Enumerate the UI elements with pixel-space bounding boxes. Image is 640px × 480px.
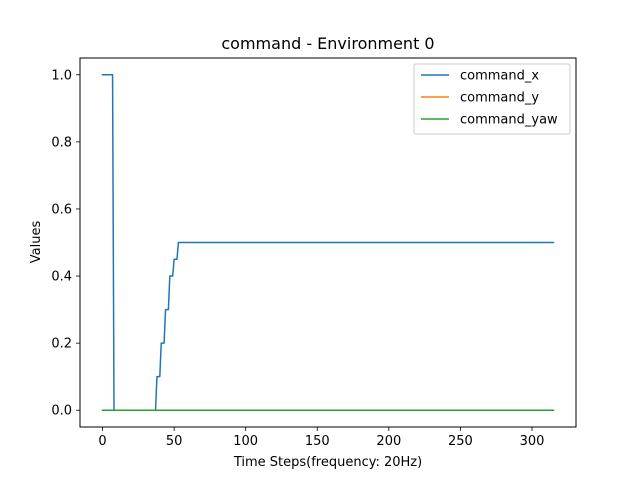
- legend-box: [413, 63, 571, 135]
- y-axis-ticks: 0.0 0.2 0.4 0.6 0.8 1.0: [51, 68, 80, 419]
- legend-label-command_x: command_x: [460, 69, 539, 84]
- y-tick-label: 0.0: [51, 404, 72, 419]
- legend-label-command_yaw: command_yaw: [460, 113, 558, 128]
- legend: command_x command_y command_yaw: [413, 63, 571, 135]
- x-tick-label: 250: [448, 434, 473, 449]
- y-axis-label: Values: [29, 221, 44, 264]
- x-tick-label: 100: [233, 434, 258, 449]
- axes-border: [79, 57, 577, 428]
- x-tick-label: 50: [166, 434, 183, 449]
- y-tick-label: 1.0: [51, 68, 72, 83]
- chart-title: command - Environment 0: [221, 34, 434, 53]
- axes-frame: [79, 57, 577, 428]
- y-tick-label: 0.4: [51, 270, 72, 285]
- plot-area: [101, 74, 555, 411]
- x-tick-label: 0: [98, 434, 106, 449]
- x-axis-ticks: 0 50 100 150 200 250 300: [98, 427, 544, 449]
- y-tick-label: 0.6: [51, 202, 72, 217]
- series-group: [101, 74, 555, 411]
- x-tick-label: 300: [520, 434, 545, 449]
- y-tick-label: 0.2: [51, 337, 72, 352]
- y-tick-label: 0.8: [51, 135, 72, 150]
- x-axis-label: Time Steps(frequency: 20Hz): [233, 455, 422, 470]
- legend-label-command_y: command_y: [460, 91, 539, 106]
- x-tick-label: 150: [305, 434, 330, 449]
- legend-items: command_x command_y command_yaw: [421, 69, 558, 128]
- x-tick-label: 200: [376, 434, 401, 449]
